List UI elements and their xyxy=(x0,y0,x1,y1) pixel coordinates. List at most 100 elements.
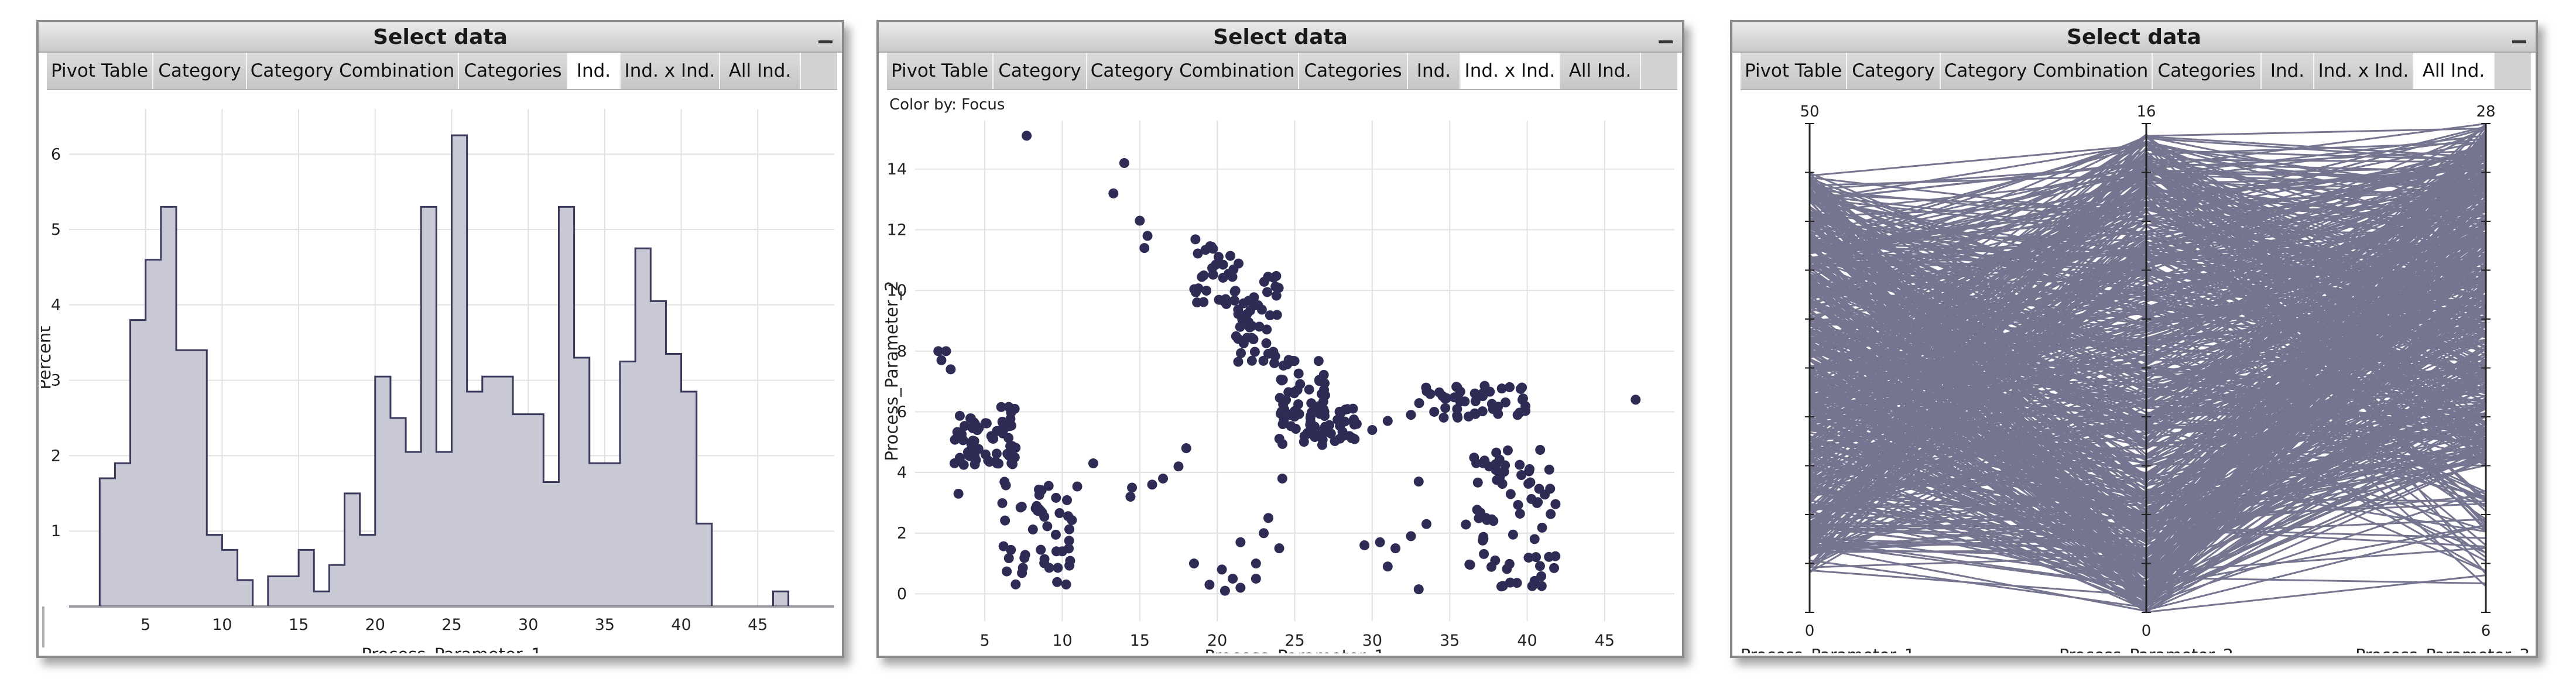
scatter-point xyxy=(1228,264,1239,275)
scatter-point xyxy=(1325,429,1336,439)
tab-pivot-table[interactable]: Pivot Table xyxy=(1741,53,1847,89)
tab-all-ind[interactable]: All Ind. xyxy=(1560,53,1641,89)
tab-category-combination[interactable]: Category Combination xyxy=(1941,53,2153,89)
scatter-point xyxy=(1235,537,1246,547)
scatter-point xyxy=(1313,356,1324,366)
scatter-point xyxy=(1481,513,1491,523)
tab-categories[interactable]: Categories xyxy=(459,53,568,89)
scatter-point xyxy=(1544,551,1554,562)
scatter-point xyxy=(1455,386,1465,397)
scatter-point xyxy=(1310,432,1320,443)
scatter-point xyxy=(1438,412,1449,423)
tab-category[interactable]: Category xyxy=(994,53,1087,89)
y-tick-label: 4 xyxy=(897,464,907,482)
scatter-point xyxy=(969,436,979,446)
scatter-point xyxy=(1002,566,1012,577)
scatter-point xyxy=(1064,524,1074,534)
y-tick-label: 0 xyxy=(897,585,907,603)
y-tick-label: 12 xyxy=(887,221,907,239)
scatter-point xyxy=(1525,464,1535,474)
scatter-point xyxy=(1390,543,1401,554)
scatter-point xyxy=(1218,259,1228,270)
scatter-point xyxy=(1249,347,1260,357)
scatter-point xyxy=(1502,445,1513,455)
minimize-icon[interactable] xyxy=(1655,26,1676,47)
scatter-point xyxy=(1127,482,1138,493)
scatter-point xyxy=(1469,453,1479,463)
panel-titlebar[interactable]: Select data xyxy=(879,22,1682,53)
scatter-point xyxy=(1236,348,1246,358)
scatter-point xyxy=(1348,433,1358,444)
tab-category-combination[interactable]: Category Combination xyxy=(247,53,459,89)
scatter-point xyxy=(1027,524,1038,534)
scatter-point xyxy=(1061,579,1071,590)
scatter-point xyxy=(1382,416,1393,426)
scatter-point xyxy=(1244,296,1254,306)
minimize-icon[interactable] xyxy=(815,26,836,47)
scatter-point xyxy=(1204,580,1215,590)
tab-ind-x-ind[interactable]: Ind. x Ind. xyxy=(2314,53,2414,89)
tab-all-ind[interactable]: All Ind. xyxy=(720,53,801,89)
color-by-label[interactable]: Color by: Focus xyxy=(889,96,1005,114)
tab-categories[interactable]: Categories xyxy=(2153,53,2262,89)
panel-titlebar[interactable]: Select data xyxy=(39,22,842,53)
axis-min-label: 6 xyxy=(2481,622,2491,640)
tab-all-ind[interactable]: All Ind. xyxy=(2414,53,2495,89)
tab-ind[interactable]: Ind. xyxy=(2262,53,2314,89)
minimize-icon[interactable] xyxy=(2509,26,2530,47)
scatter-point xyxy=(1228,573,1238,584)
tab-ind[interactable]: Ind. xyxy=(1408,53,1461,89)
scatter-point xyxy=(1295,379,1306,389)
x-tick-label: 40 xyxy=(671,616,691,634)
panel-titlebar[interactable]: Select data xyxy=(1732,22,2536,53)
scatter-point xyxy=(1500,397,1510,407)
tab-category[interactable]: Category xyxy=(153,53,247,89)
scatter-point xyxy=(1523,478,1534,489)
y-tick-label: 4 xyxy=(51,296,61,314)
tab-categories[interactable]: Categories xyxy=(1299,53,1408,89)
scatter-point xyxy=(1191,287,1201,297)
scatter-point xyxy=(1282,359,1293,369)
tab-pivot-table[interactable]: Pivot Table xyxy=(887,53,994,89)
scatter-point xyxy=(980,418,991,429)
tab-ind-x-ind[interactable]: Ind. x Ind. xyxy=(621,53,720,89)
scatter-point xyxy=(1549,563,1560,573)
scatter-point xyxy=(1010,579,1021,590)
scatter-point xyxy=(1000,515,1010,526)
scatter-point xyxy=(1246,355,1257,366)
scatter-point xyxy=(941,346,951,357)
tab-category-combination[interactable]: Category Combination xyxy=(1087,53,1299,89)
scatter-point xyxy=(933,346,944,357)
scatter-point xyxy=(1359,540,1370,550)
tab-ind[interactable]: Ind. xyxy=(568,53,621,89)
axis-max-label: 28 xyxy=(2476,103,2495,121)
tab-ind-x-ind[interactable]: Ind. x Ind. xyxy=(1461,53,1560,89)
scatter-point xyxy=(1119,158,1129,169)
scatter-point xyxy=(1523,553,1534,563)
resize-handle[interactable] xyxy=(42,606,44,647)
scatter-point xyxy=(1181,443,1191,454)
scatter-point xyxy=(1208,269,1218,280)
scatter-point xyxy=(967,443,978,454)
scatter-point xyxy=(992,458,1002,469)
tab-category[interactable]: Category xyxy=(1847,53,1941,89)
tab-bar: Pivot Table Category Category Combinatio… xyxy=(887,53,1677,90)
parallel-content: 50 0 Process_Parameter_1 16 0 Process_Paramet… xyxy=(1735,91,2533,664)
x-axis-label: Process_Parameter_1 xyxy=(361,645,542,653)
scatter-point xyxy=(1142,231,1153,241)
scatter-point xyxy=(1429,406,1440,417)
scatter-point xyxy=(1248,334,1259,345)
scatter-point xyxy=(1198,270,1209,280)
y-tick-label: 6 xyxy=(51,145,61,163)
x-tick-label: 35 xyxy=(595,616,615,634)
scatter-point xyxy=(1135,215,1145,226)
tab-pivot-table[interactable]: Pivot Table xyxy=(47,53,153,89)
scatter-point xyxy=(1238,338,1249,348)
axis-name-label: Process_Parameter_3 xyxy=(2355,645,2530,653)
axis-min-label: 0 xyxy=(1805,622,1815,640)
scatter-point xyxy=(1413,584,1424,595)
scatter-point xyxy=(1375,537,1385,547)
scatter-point xyxy=(1268,272,1279,283)
x-tick-label: 30 xyxy=(1362,632,1382,650)
scatter-point xyxy=(1263,513,1274,523)
